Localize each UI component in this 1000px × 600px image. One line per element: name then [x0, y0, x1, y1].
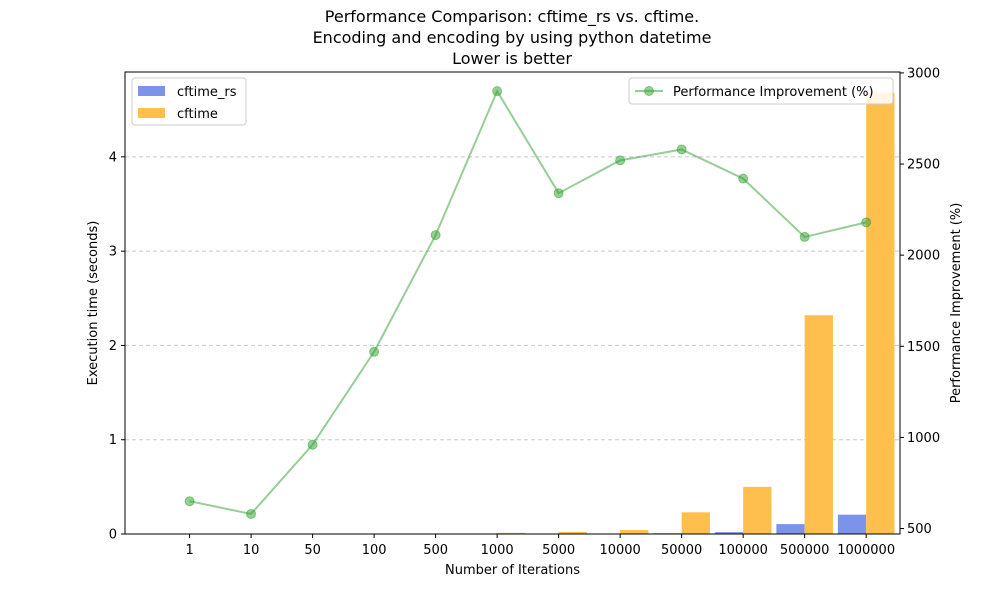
y-tick-label: 4 — [109, 150, 117, 165]
bar-cftime_rs-100000 — [714, 532, 744, 534]
y2-tick-label: 3000 — [907, 66, 940, 81]
bar-cftime-1000000 — [866, 92, 895, 534]
y-axis-label: Execution time (seconds) — [86, 221, 101, 386]
improvement-point-5000 — [553, 188, 564, 199]
x-tick-label: 10000 — [599, 543, 640, 558]
y2-tick-label: 1500 — [907, 340, 940, 355]
bar-cftime-5000 — [558, 531, 587, 534]
x-tick-label: 5000 — [542, 543, 575, 558]
legend-swatch-cftime — [138, 108, 165, 118]
improvement-point-10000 — [615, 155, 626, 166]
improvement-point-10 — [246, 508, 257, 519]
x-tick-label: 10 — [243, 543, 260, 558]
improvement-line — [189, 88, 867, 516]
improvement-point-1000 — [492, 86, 503, 97]
improvement-point-100000 — [738, 173, 749, 184]
improvement-point-50000 — [676, 144, 687, 155]
y-tick-label: 3 — [109, 245, 117, 260]
bar-cftime_rs-500000 — [776, 524, 805, 534]
y2-tick-label: 2500 — [907, 158, 940, 173]
chart-title-line-2: Encoding and encoding by using python da… — [313, 28, 712, 47]
chart-title-line-1: Performance Comparison: cftime_rs vs. cf… — [325, 7, 699, 27]
bar-cftime-100000 — [743, 486, 772, 534]
y2-axis-label: Performance Improvement (%) — [949, 203, 964, 404]
y2-tick-label: 1000 — [907, 431, 940, 446]
bar-cftime-500000 — [804, 315, 833, 534]
x-tick-label: 100000 — [718, 543, 768, 558]
y-tick-label: 2 — [109, 339, 117, 354]
y-tick-label: 0 — [109, 528, 117, 543]
improvement-point-1 — [184, 496, 195, 507]
x-tick-label: 500 — [423, 543, 448, 558]
improvement-point-1000000 — [861, 217, 872, 228]
bar-cftime-50000 — [681, 512, 710, 534]
bar-series — [161, 92, 895, 534]
legend-swatch-cftime_rs — [138, 86, 165, 96]
grid-lines — [125, 156, 900, 441]
chart-title: Performance Comparison: cftime_rs vs. cf… — [313, 7, 712, 68]
x-tick-label: 1 — [185, 543, 193, 558]
legend-line: Performance Improvement (%) — [628, 77, 894, 105]
legend-box — [628, 77, 894, 105]
y2-tick-label: 500 — [907, 522, 932, 537]
x-tick-label: 500000 — [780, 543, 830, 558]
improvement-point-500000 — [799, 231, 810, 242]
bar-cftime-1000 — [497, 532, 526, 534]
x-axis-label: Number of Iterations — [445, 563, 580, 578]
legend-label-cftime_rs: cftime_rs — [177, 85, 237, 100]
improvement-point-50 — [307, 439, 318, 450]
legend-marker-swatch — [644, 86, 654, 96]
chart-title-line-3: Lower is better — [452, 49, 572, 68]
legend-label-improvement: Performance Improvement (%) — [673, 85, 874, 100]
plot-frame — [124, 71, 901, 535]
y-tick-label: 1 — [109, 433, 117, 448]
improvement-point-100 — [369, 346, 380, 357]
x-tick-label: 1000000 — [837, 543, 895, 558]
x-tick-label: 100 — [362, 543, 387, 558]
x-tick-label: 1000 — [481, 543, 514, 558]
x-tick-label: 50 — [304, 543, 321, 558]
improvement-line-series — [184, 86, 872, 519]
x-tick-label: 50000 — [661, 543, 702, 558]
bar-cftime_rs-1000000 — [837, 514, 867, 534]
axes: 1 10 50 100 500 1000 5000 10000 50000 100000 50000… — [109, 66, 940, 558]
bar-cftime-10000 — [620, 530, 649, 534]
legend-label-cftime: cftime — [177, 107, 218, 122]
improvement-point-500 — [430, 230, 441, 241]
y2-tick-label: 2000 — [907, 249, 940, 264]
